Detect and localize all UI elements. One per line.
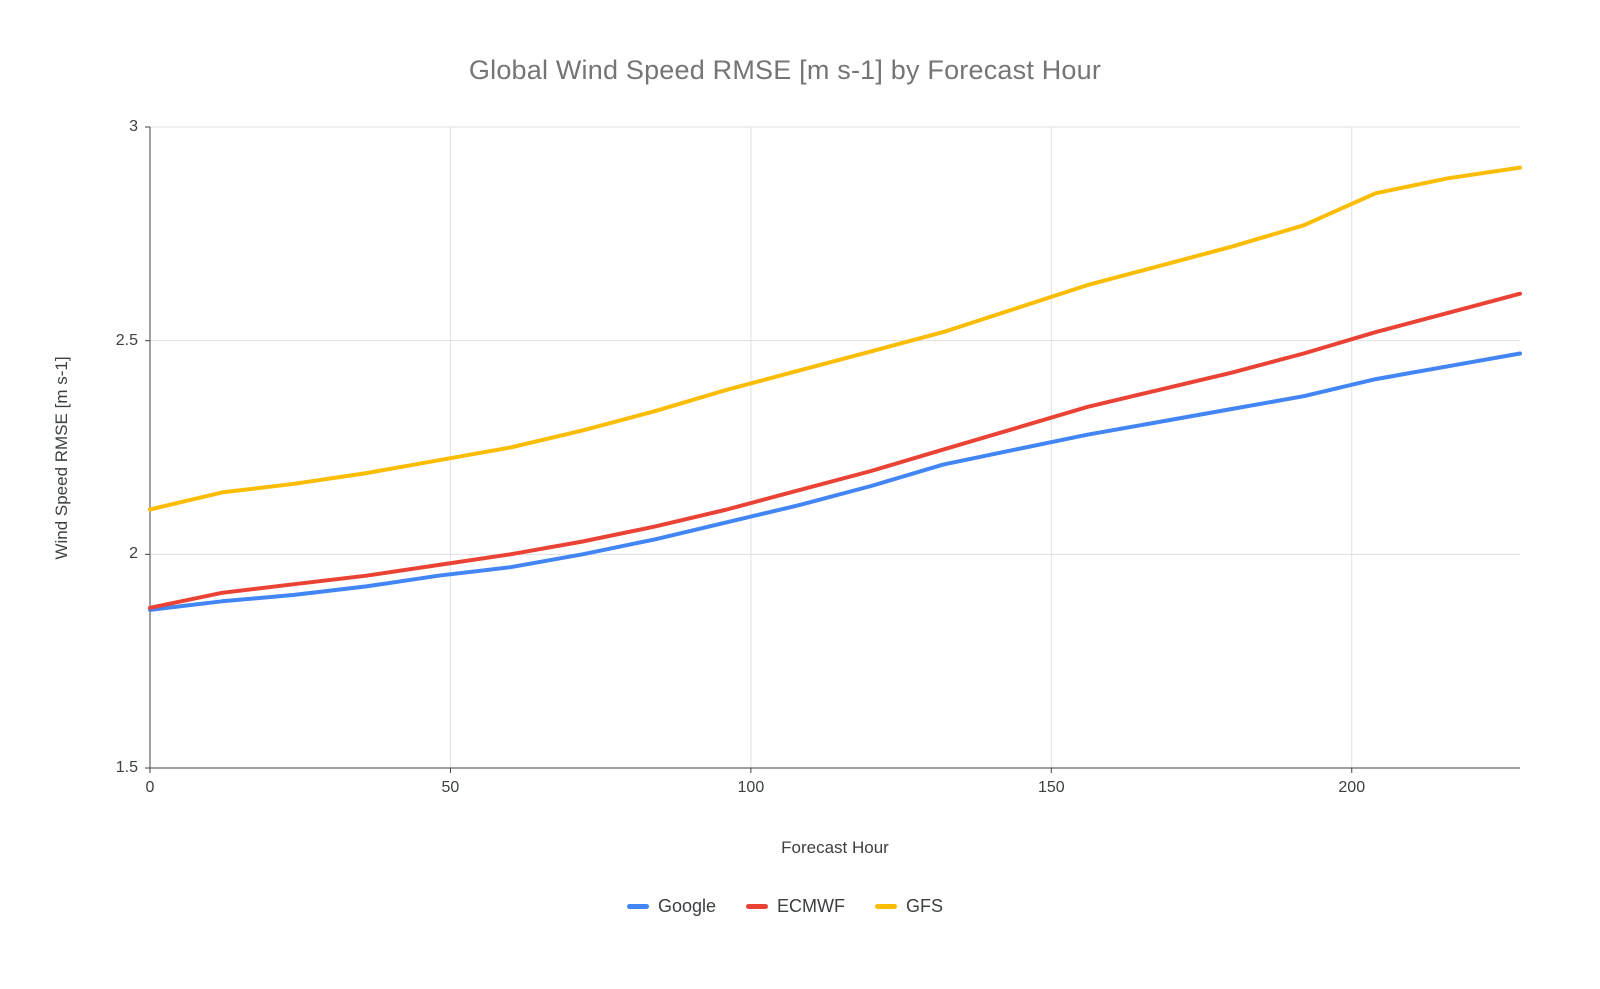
y-tick-label: 3 (129, 118, 138, 135)
legend-marker-google (626, 904, 649, 909)
gridlines (150, 126, 1520, 768)
y-axis-title: Wind Speed RMSE [m s-1] (52, 356, 71, 560)
x-tick-label: 0 (145, 779, 155, 796)
x-tick-label: 150 (1037, 779, 1065, 796)
x-tick-label: 200 (1338, 779, 1366, 796)
y-tick-label: 2.5 (115, 331, 138, 349)
legend-item-google[interactable]: Google (626, 896, 717, 917)
legend-marker-ecmwf (746, 904, 769, 909)
legend-label-gfs: GFS (906, 896, 944, 916)
legend-item-ecmwf[interactable]: ECMWF (746, 896, 845, 917)
x-axis-title: Forecast Hour (781, 838, 889, 857)
x-tick-label: 50 (441, 779, 460, 796)
legend-label-google: Google (657, 896, 717, 916)
legend-item-gfs[interactable]: GFS (875, 896, 943, 917)
axes (145, 126, 1520, 773)
y-tick-label: 1.5 (115, 759, 138, 776)
y-tick-label: 2 (129, 545, 138, 563)
legend: Google ECMWF GFS (0, 896, 1570, 917)
series-line-google[interactable] (148, 351, 1522, 612)
legend-label-ecmwf: ECMWF (777, 896, 845, 916)
legend-marker-gfs (875, 904, 897, 909)
series-line-ecmwf[interactable] (148, 291, 1522, 610)
x-tick-label: 100 (737, 779, 765, 796)
chart-title: Global Wind Speed RMSE [m s-1] by Foreca… (468, 55, 1102, 85)
series-line-gfs[interactable] (148, 165, 1522, 512)
